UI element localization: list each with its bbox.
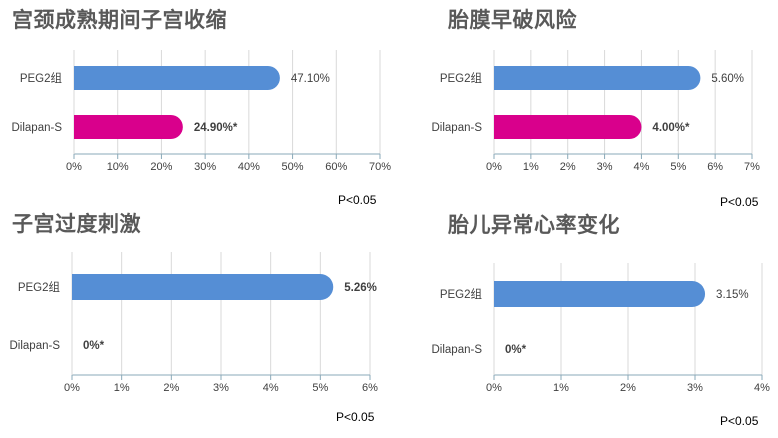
x-tick-label: 0% (64, 382, 80, 394)
x-tick-label: 60% (325, 161, 347, 173)
x-tick-label: 20% (150, 161, 172, 173)
x-tick-label: 70% (369, 161, 391, 173)
x-tick-label: 3% (687, 382, 703, 394)
x-tick-label: 5% (312, 382, 328, 394)
category-label: Dilapan-S (12, 122, 63, 134)
x-tick-label: 1% (523, 161, 539, 173)
x-tick-label: 1% (114, 382, 130, 394)
bar-peg2 (494, 66, 701, 90)
x-tick-label: 2% (560, 161, 576, 173)
data-label: 0%* (83, 340, 105, 352)
category-label: PEG2组 (18, 280, 61, 294)
x-tick-label: 30% (194, 161, 216, 173)
x-tick-label: 50% (282, 161, 304, 173)
x-tick-label: 0% (486, 382, 502, 394)
x-tick-label: 4% (754, 382, 770, 394)
x-tick-label: 6% (707, 161, 723, 173)
x-tick-label: 40% (238, 161, 260, 173)
x-tick-label: 3% (597, 161, 613, 173)
data-label: 0%* (505, 344, 527, 356)
bar-peg2 (74, 66, 280, 90)
category-label: PEG2组 (20, 71, 63, 85)
category-label: PEG2组 (440, 71, 483, 85)
x-tick-label: 5% (670, 161, 686, 173)
data-label: 5.60% (711, 73, 744, 85)
bar-dilapan (74, 115, 183, 139)
chart-title-fetal-heart-rate: 胎儿异常心率变化 (448, 213, 620, 237)
x-tick-label: 3% (213, 382, 229, 394)
p-value-fetal-heart-rate: P<0.05 (720, 414, 759, 428)
x-tick-label: 1% (553, 382, 569, 394)
category-label: Dilapan-S (10, 340, 61, 352)
x-tick-label: 2% (163, 382, 179, 394)
category-label: Dilapan-S (432, 122, 483, 134)
x-tick-label: 4% (633, 161, 649, 173)
data-label: 24.90%* (194, 122, 238, 134)
x-tick-label: 6% (362, 382, 378, 394)
x-tick-label: 4% (263, 382, 279, 394)
bar-peg2 (494, 281, 706, 307)
x-tick-label: 0% (66, 161, 82, 173)
data-label: 3.15% (716, 289, 749, 301)
x-tick-label: 0% (486, 161, 502, 173)
data-label: 4.00%* (652, 122, 690, 134)
p-value-uterine-hyperstimulation: P<0.05 (336, 410, 375, 424)
bar-dilapan (494, 115, 642, 139)
p-value-membrane-rupture: P<0.05 (720, 195, 759, 209)
data-label: 5.26% (344, 282, 377, 294)
category-label: Dilapan-S (432, 344, 483, 356)
chart-title-uterine-hyperstimulation: 子宫过度刺激 (12, 212, 141, 236)
chart-title-membrane-rupture: 胎膜早破风险 (448, 8, 577, 32)
p-value-uterine-contraction: P<0.05 (338, 193, 377, 207)
chart-title-uterine-contraction: 宫颈成熟期间子宫收缩 (12, 8, 227, 32)
x-tick-label: 10% (107, 161, 129, 173)
x-tick-label: 7% (744, 161, 760, 173)
x-tick-label: 2% (620, 382, 636, 394)
bar-peg2 (72, 274, 334, 300)
data-label: 47.10% (291, 73, 330, 85)
category-label: PEG2组 (440, 287, 483, 301)
